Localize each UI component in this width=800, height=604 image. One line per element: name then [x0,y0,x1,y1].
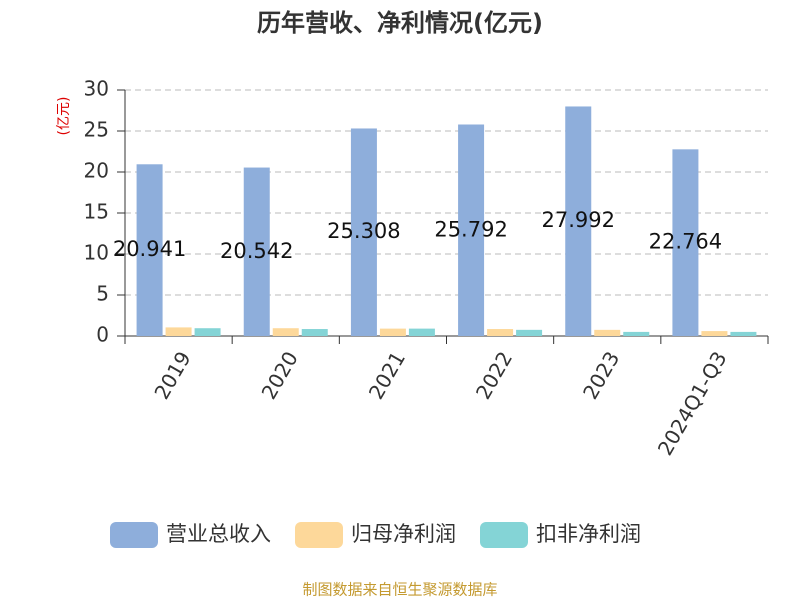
x-tick-label: 2020 [257,347,303,403]
legend-label: 营业总收入 [166,522,271,546]
source-note: 制图数据来自恒生聚源数据库 [302,581,497,599]
y-tick-label: 20 [84,159,109,183]
data-label: 27.992 [542,208,615,232]
bar [730,331,757,336]
y-tick-label: 5 [96,282,109,306]
y-axis-label: (亿元) [56,97,72,136]
bar [350,128,377,336]
bar [379,328,406,336]
y-tick-label: 30 [84,77,109,101]
data-label: 20.542 [220,239,293,263]
x-tick-label: 2021 [364,347,410,403]
x-tick-label: 2019 [149,347,195,403]
y-tick-label: 25 [84,118,109,142]
bar [165,327,192,336]
x-tick-label: 2022 [471,347,517,403]
data-label: 25.308 [327,219,400,243]
bar [565,106,592,336]
bar [594,329,621,336]
legend-label: 归母净利润 [351,522,456,546]
bar [623,331,650,336]
y-tick-label: 10 [84,241,109,265]
bar [272,328,299,336]
legend-swatch [295,522,343,548]
bar [408,328,435,336]
data-label: 20.941 [113,237,186,261]
data-label: 22.764 [649,230,722,254]
chart-title: 历年营收、净利情况(亿元) [257,9,543,37]
bar [243,167,270,336]
legend-swatch [480,522,528,548]
data-label: 25.792 [434,217,507,241]
bar [672,149,699,336]
bar [458,124,485,336]
bar [194,328,221,336]
legend-label: 扣非净利润 [536,522,641,546]
bar [516,329,543,336]
bar [301,329,328,336]
bar [136,164,163,336]
y-tick-label: 15 [84,200,109,224]
legend-swatch [110,522,158,548]
bar [487,329,514,336]
x-tick-label: 2024Q1-Q3 [653,347,732,459]
y-tick-label: 0 [96,323,109,347]
bar [701,331,728,336]
x-tick-label: 2023 [578,347,624,403]
